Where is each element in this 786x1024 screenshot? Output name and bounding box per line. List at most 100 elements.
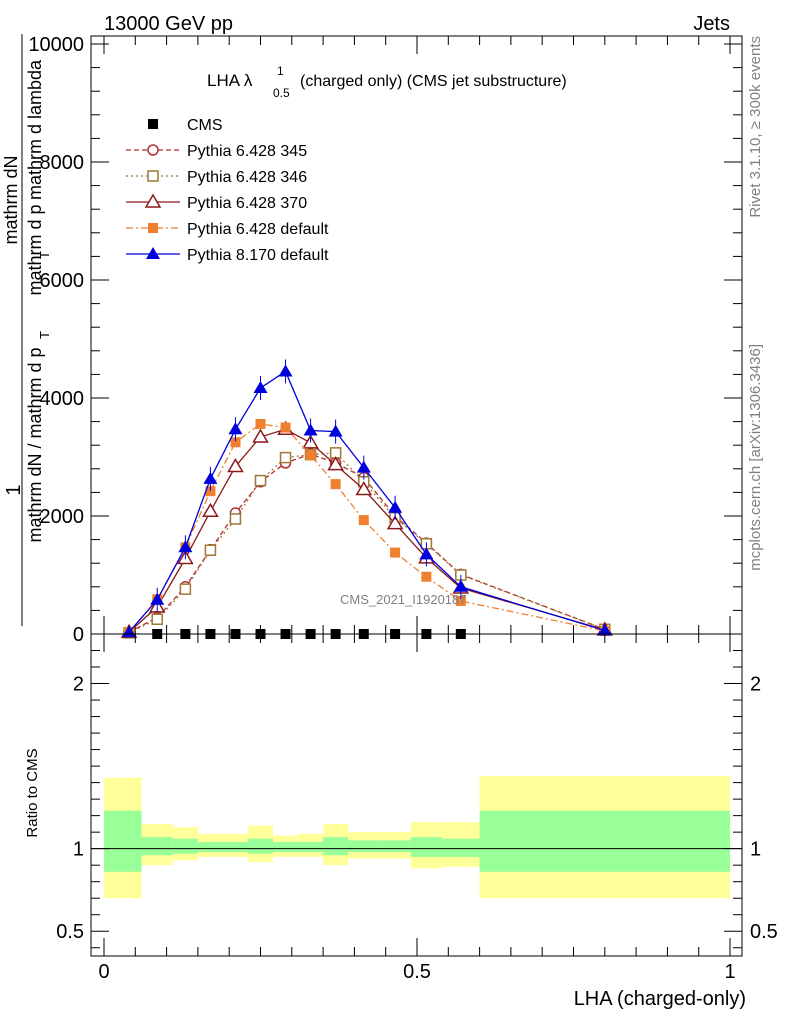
- inner-band: [141, 837, 173, 856]
- title-main: LHA λ: [207, 71, 253, 90]
- data-point: [254, 474, 267, 487]
- data-point: [419, 547, 434, 560]
- title-superscript: 1: [277, 64, 284, 78]
- data-point: [178, 540, 193, 553]
- data-point: [205, 486, 216, 497]
- series-layer: [120, 359, 614, 639]
- data-point: [202, 502, 219, 518]
- data-point: [230, 437, 241, 448]
- data-point: [421, 571, 432, 582]
- data-point: [330, 479, 341, 490]
- ratio-x-ticks: 0 0.5 1: [98, 634, 736, 983]
- inner-band: [197, 842, 223, 852]
- ratio-ylabel: Ratio to CMS: [24, 748, 41, 837]
- data-point: [453, 579, 468, 592]
- legend-label: Pythia 6.428 345: [187, 143, 307, 160]
- data-point: [355, 480, 373, 496]
- energy-label: 13000 GeV pp: [104, 13, 233, 35]
- ratio-y-tick-label: 2: [73, 674, 84, 696]
- data-point: [327, 456, 344, 471]
- watermark: CMS_2021_I1920187: [340, 592, 467, 607]
- x-axis-label: LHA (charged-only): [574, 988, 746, 1010]
- data-point: [253, 380, 268, 393]
- legend-marker: [147, 144, 159, 156]
- data-point: [455, 595, 466, 606]
- inner-band: [479, 810, 730, 872]
- data-point: [278, 364, 293, 377]
- inner-band: [222, 842, 248, 852]
- y-axis-label: 1 mathrm dN mathrm dN / mathrm d p T mat…: [1, 34, 52, 626]
- ylabel-den1-sub: T: [37, 331, 52, 339]
- series-5: [122, 359, 612, 638]
- inner-band: [273, 842, 299, 852]
- inner-band: [442, 838, 480, 857]
- series-line: [128, 370, 605, 633]
- data-point: [356, 460, 371, 473]
- data-point: [328, 424, 343, 437]
- data-point: [203, 471, 218, 484]
- data-point: [228, 422, 243, 435]
- ylabel-den2-rest: mathrm d lambda: [25, 59, 45, 200]
- data-point: [388, 500, 403, 513]
- inner-band: [410, 837, 443, 857]
- data-point: [386, 515, 404, 530]
- legend-label: Pythia 6.428 370: [187, 195, 307, 212]
- inner-band: [104, 810, 142, 872]
- legend-entry: Pythia 8.170 default: [126, 247, 329, 264]
- ratio-y-tick-label-right: 1: [750, 839, 761, 861]
- ylabel-prefix: 1: [3, 484, 25, 495]
- main-y-tick-label: 8000: [40, 152, 85, 174]
- mcplots-label: mcplots.cern.ch [arXiv:1306.3436]: [747, 344, 764, 571]
- data-point: [358, 515, 369, 526]
- inner-band: [172, 838, 198, 854]
- main-y-tick-label: 10000: [28, 34, 84, 56]
- legend-entry: Pythia 6.428 345: [126, 143, 307, 160]
- main-y-tick-label: 2000: [40, 506, 85, 528]
- ratio-y-tick-label-right: 0.5: [750, 921, 778, 943]
- data-point: [179, 583, 192, 595]
- ratio-panel: 0.5 0.5 1 1 2 2 0 0.5 1 Ratio to CMS LHA (charg…: [24, 633, 778, 1010]
- ylabel-mid: mathrm d p: [25, 204, 45, 295]
- data-point: [390, 547, 401, 558]
- ratio-y-tick-label: 0.5: [56, 921, 84, 943]
- data-point: [151, 613, 163, 625]
- x-tick-label: 0: [98, 961, 109, 983]
- legend-entry: Pythia 6.428 370: [126, 193, 307, 212]
- data-point: [303, 423, 318, 436]
- legend-entry: CMS: [148, 117, 223, 134]
- data-point: [150, 592, 165, 605]
- x-tick-label: 1: [724, 961, 735, 983]
- ylabel-num1: mathrm dN: [1, 155, 21, 244]
- data-point: [280, 422, 291, 433]
- data-point: [229, 513, 242, 525]
- inner-band: [379, 840, 411, 852]
- main-y-tick-label: 6000: [40, 270, 85, 292]
- title-subscript: 0.5: [273, 86, 290, 100]
- legend-label: CMS: [187, 117, 223, 134]
- legend-marker: [148, 119, 158, 129]
- data-point: [597, 623, 612, 636]
- ratio-y-ticks: 0.5 0.5 1 1 2 2: [56, 650, 778, 949]
- data-point: [227, 457, 244, 473]
- legend-label: Pythia 8.170 default: [187, 247, 329, 264]
- ratio-y-tick-label: 1: [73, 839, 84, 861]
- ratio-y-tick-label-right: 2: [750, 674, 761, 696]
- data-point: [204, 544, 217, 556]
- rivet-label: Rivet 3.1.10, ≥ 300k events: [747, 36, 764, 218]
- uncertainty-bands: [104, 776, 730, 899]
- data-point: [252, 428, 269, 443]
- legend-marker: [146, 247, 160, 259]
- main-y-tick-label: 0: [73, 624, 84, 646]
- main-x-ticks: [103, 36, 731, 634]
- main-y-tick-label: 4000: [40, 388, 85, 410]
- legend-marker: [148, 223, 158, 233]
- legend-entry: Pythia 6.428 default: [126, 221, 329, 238]
- legend-marker: [144, 193, 162, 208]
- title-rest: (charged only) (CMS jet substructure): [300, 73, 567, 90]
- data-point: [255, 418, 266, 429]
- ylabel-mid-sub: T: [37, 251, 52, 259]
- plot-title: LHA λ: [207, 71, 253, 90]
- legend-marker: [147, 170, 159, 182]
- legend-entry: Pythia 6.428 346: [126, 169, 307, 186]
- legend-label: Pythia 6.428 346: [187, 169, 307, 186]
